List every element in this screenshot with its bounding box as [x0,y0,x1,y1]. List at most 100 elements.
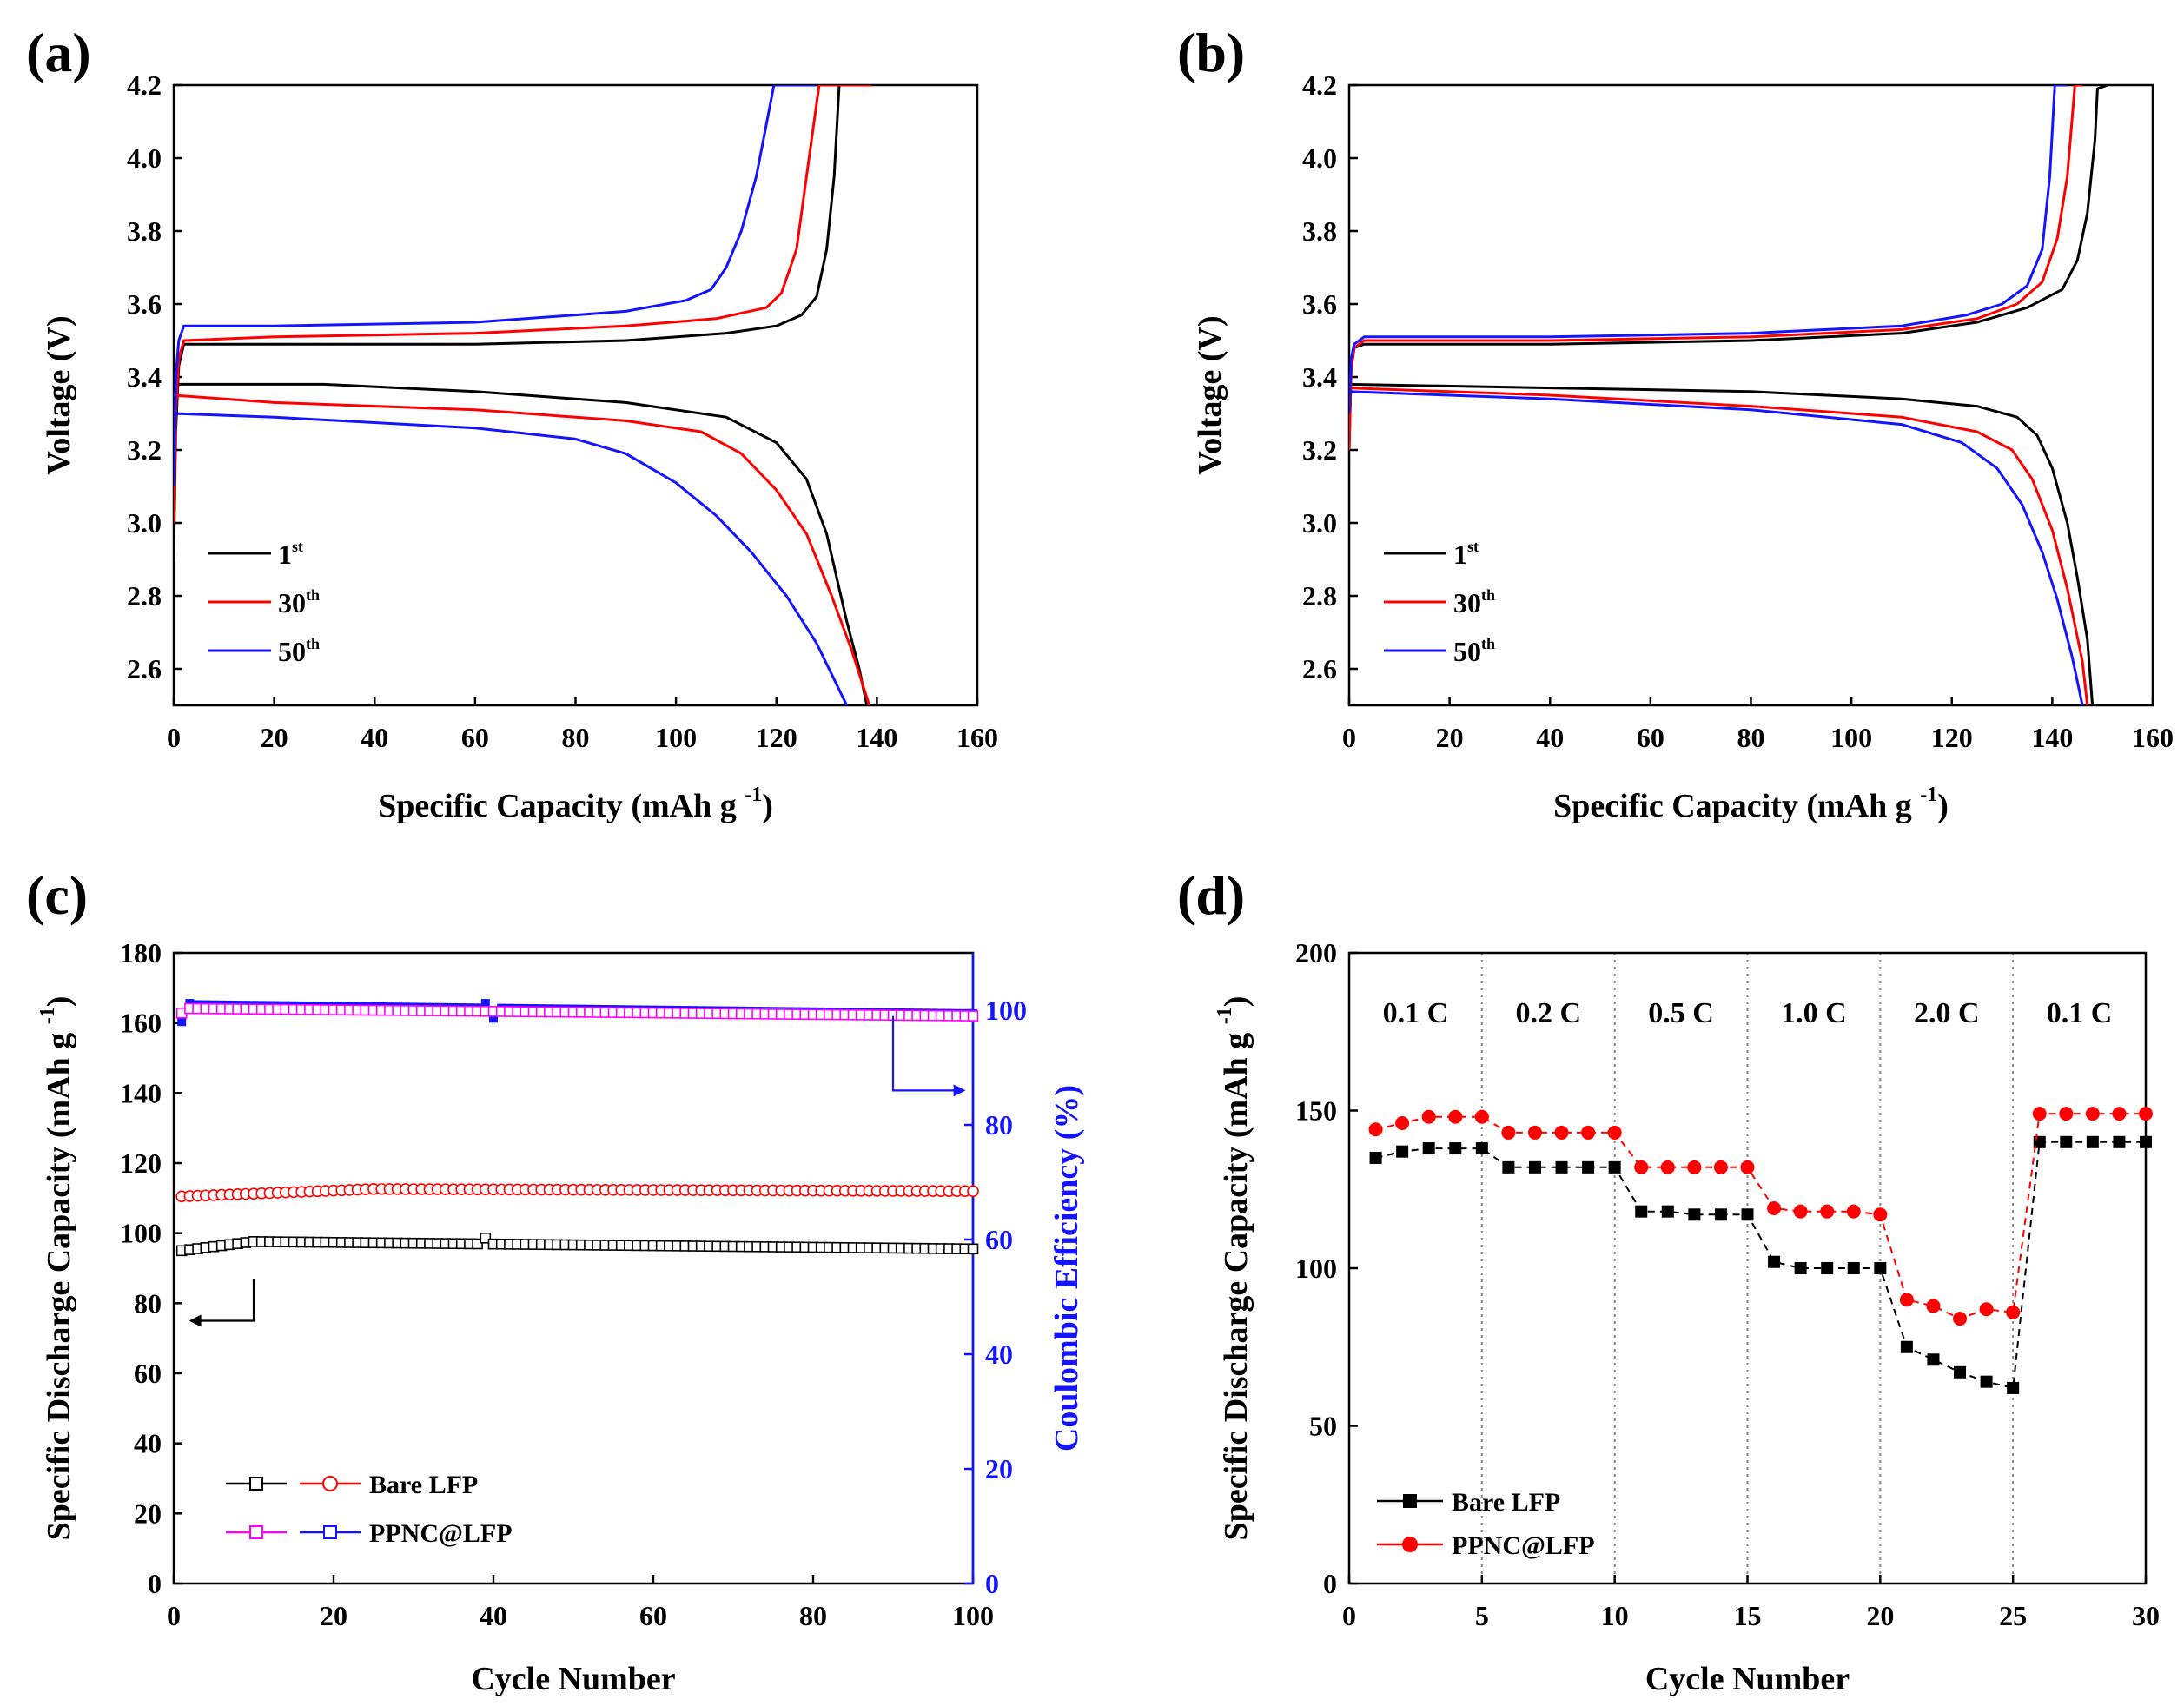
data-point [489,1014,498,1023]
data-point [2060,1135,2073,1148]
data-point [1873,1207,1888,1222]
plot-area [1349,85,2108,705]
y-tick-label: 180 [120,937,162,969]
y-tick-label: 100 [1295,1253,1337,1284]
data-point [1740,1160,1755,1174]
charge-curve-30 [174,85,872,524]
capacity-arrow [197,1279,255,1322]
data-point [1954,1365,1967,1379]
discharge-curve-50 [174,412,849,705]
y-tick-label: 3.8 [1302,215,1337,247]
discharge-curve-50 [1349,390,2084,705]
data-point [1687,1160,1702,1174]
data-point [1448,1109,1463,1124]
y-tick-label: 3.8 [127,215,162,247]
data-point [1527,1125,1542,1140]
series-bare-lfp-capacity [175,1233,979,1257]
data-point [1821,1262,1834,1274]
data-point [1794,1262,1807,1274]
data-point [1980,1375,1993,1388]
x-tick-label: 100 [655,722,697,753]
legend-label: Bare LFP [369,1471,478,1499]
data-point [1396,1145,1409,1158]
data-point [1713,1160,1728,1174]
x-tick-label: 40 [361,722,388,753]
legend-marker [249,1525,263,1539]
y-tick-label: 50 [1309,1411,1337,1442]
panel-label: (d) [1177,864,1245,926]
plot-frame [172,951,975,1585]
data-point [2006,1305,2021,1319]
chart-panel-3: (d) 0 5 10 15 20 25 30 0 50 100 150 200 0.1 C 0.2 C 0.5… [1177,864,2160,1697]
legend-label: PPNC@LFP [369,1519,513,1548]
y2-axis-label: Coulombic Efficiency (%) [1049,1085,1085,1451]
data-point [1874,1262,1887,1274]
legend-label: 50th [278,635,320,667]
x-axis-label: Cycle Number [1645,1661,1850,1697]
y-tick-label: 3.0 [1302,507,1337,539]
y-tick-label: 200 [1295,937,1337,969]
data-point [1900,1340,1913,1353]
x-tick-label: 20 [261,722,288,753]
rate-label: 0.1 C [2047,997,2113,1029]
y-tick-label: 4.0 [1302,142,1337,174]
x-tick-label: 10 [1601,1600,1629,1631]
x-tick-label: 20 [320,1600,347,1631]
rate-label: 1.0 C [1781,997,1847,1029]
data-point [1395,1116,1410,1131]
y2-tick-label: 0 [985,1568,999,1599]
data-point [1421,1109,1436,1124]
legend-marker [249,1477,263,1491]
x-axis-label: Specific Capacity (mAh g -1) [378,784,773,824]
data-point [2085,1107,2100,1121]
x-tick-label: 60 [1637,722,1664,753]
legend-marker [323,1525,337,1539]
y-tick-label: 150 [1295,1095,1337,1127]
data-point [1979,1302,1994,1317]
series-ppnc-lfp-efficiency [175,1002,979,1022]
panel-label: (a) [26,22,91,83]
y2-tick-label: 100 [985,995,1027,1026]
y-axis-label: Voltage (V) [41,315,77,474]
data-point [1607,1125,1622,1140]
legend-label: Bare LFP [1452,1488,1560,1517]
legend-label: 50th [1453,635,1495,667]
x-tick-label: 25 [1999,1600,2027,1631]
x-tick-label: 20 [1436,722,1464,753]
y-tick-label: 4.2 [1302,69,1337,101]
x-tick-label: 30 [2132,1600,2160,1631]
y-tick-label: 0 [1323,1568,1337,1599]
y-tick-label: 2.6 [1302,653,1337,684]
y-tick-label: 3.2 [1302,434,1337,466]
data-point [1846,1204,1861,1219]
rate-label: 0.2 C [1515,997,1581,1029]
data-point [2139,1107,2153,1121]
legend-label: PPNC@LFP [1452,1531,1595,1560]
data-point [1369,1151,1382,1164]
discharge-curve-1 [174,382,869,705]
series-line [1375,1113,2146,1320]
data-point [1635,1205,1648,1218]
efficiency-arrowhead [953,1084,966,1097]
discharge-curve-30 [1349,387,2089,705]
y-tick-label: 2.6 [127,653,162,684]
discharge-curve-1 [1349,382,2095,705]
y-tick-label: 4.0 [127,142,162,174]
y-tick-label: 120 [120,1147,162,1179]
legend: Bare LFP PPNC@LFP [1377,1488,1595,1560]
data-point [1528,1160,1541,1174]
y-tick-label: 160 [120,1008,162,1039]
data-point [1501,1125,1516,1140]
legend: Bare LFP PPNC@LFP [226,1471,513,1548]
data-point [1741,1208,1754,1221]
x-tick-label: 120 [756,722,797,753]
data-point [967,1010,979,1022]
y-tick-label: 20 [134,1498,162,1529]
charge-curve-50 [174,85,817,487]
x-tick-label: 5 [1475,1600,1489,1631]
data-point [1847,1262,1860,1274]
data-point [1820,1204,1835,1219]
capacity-arrowhead [189,1314,202,1327]
rate-label: 0.5 C [1648,997,1714,1029]
y-axis-label: Specific Discharge Capacity (mAh g -1) [1214,996,1254,1541]
